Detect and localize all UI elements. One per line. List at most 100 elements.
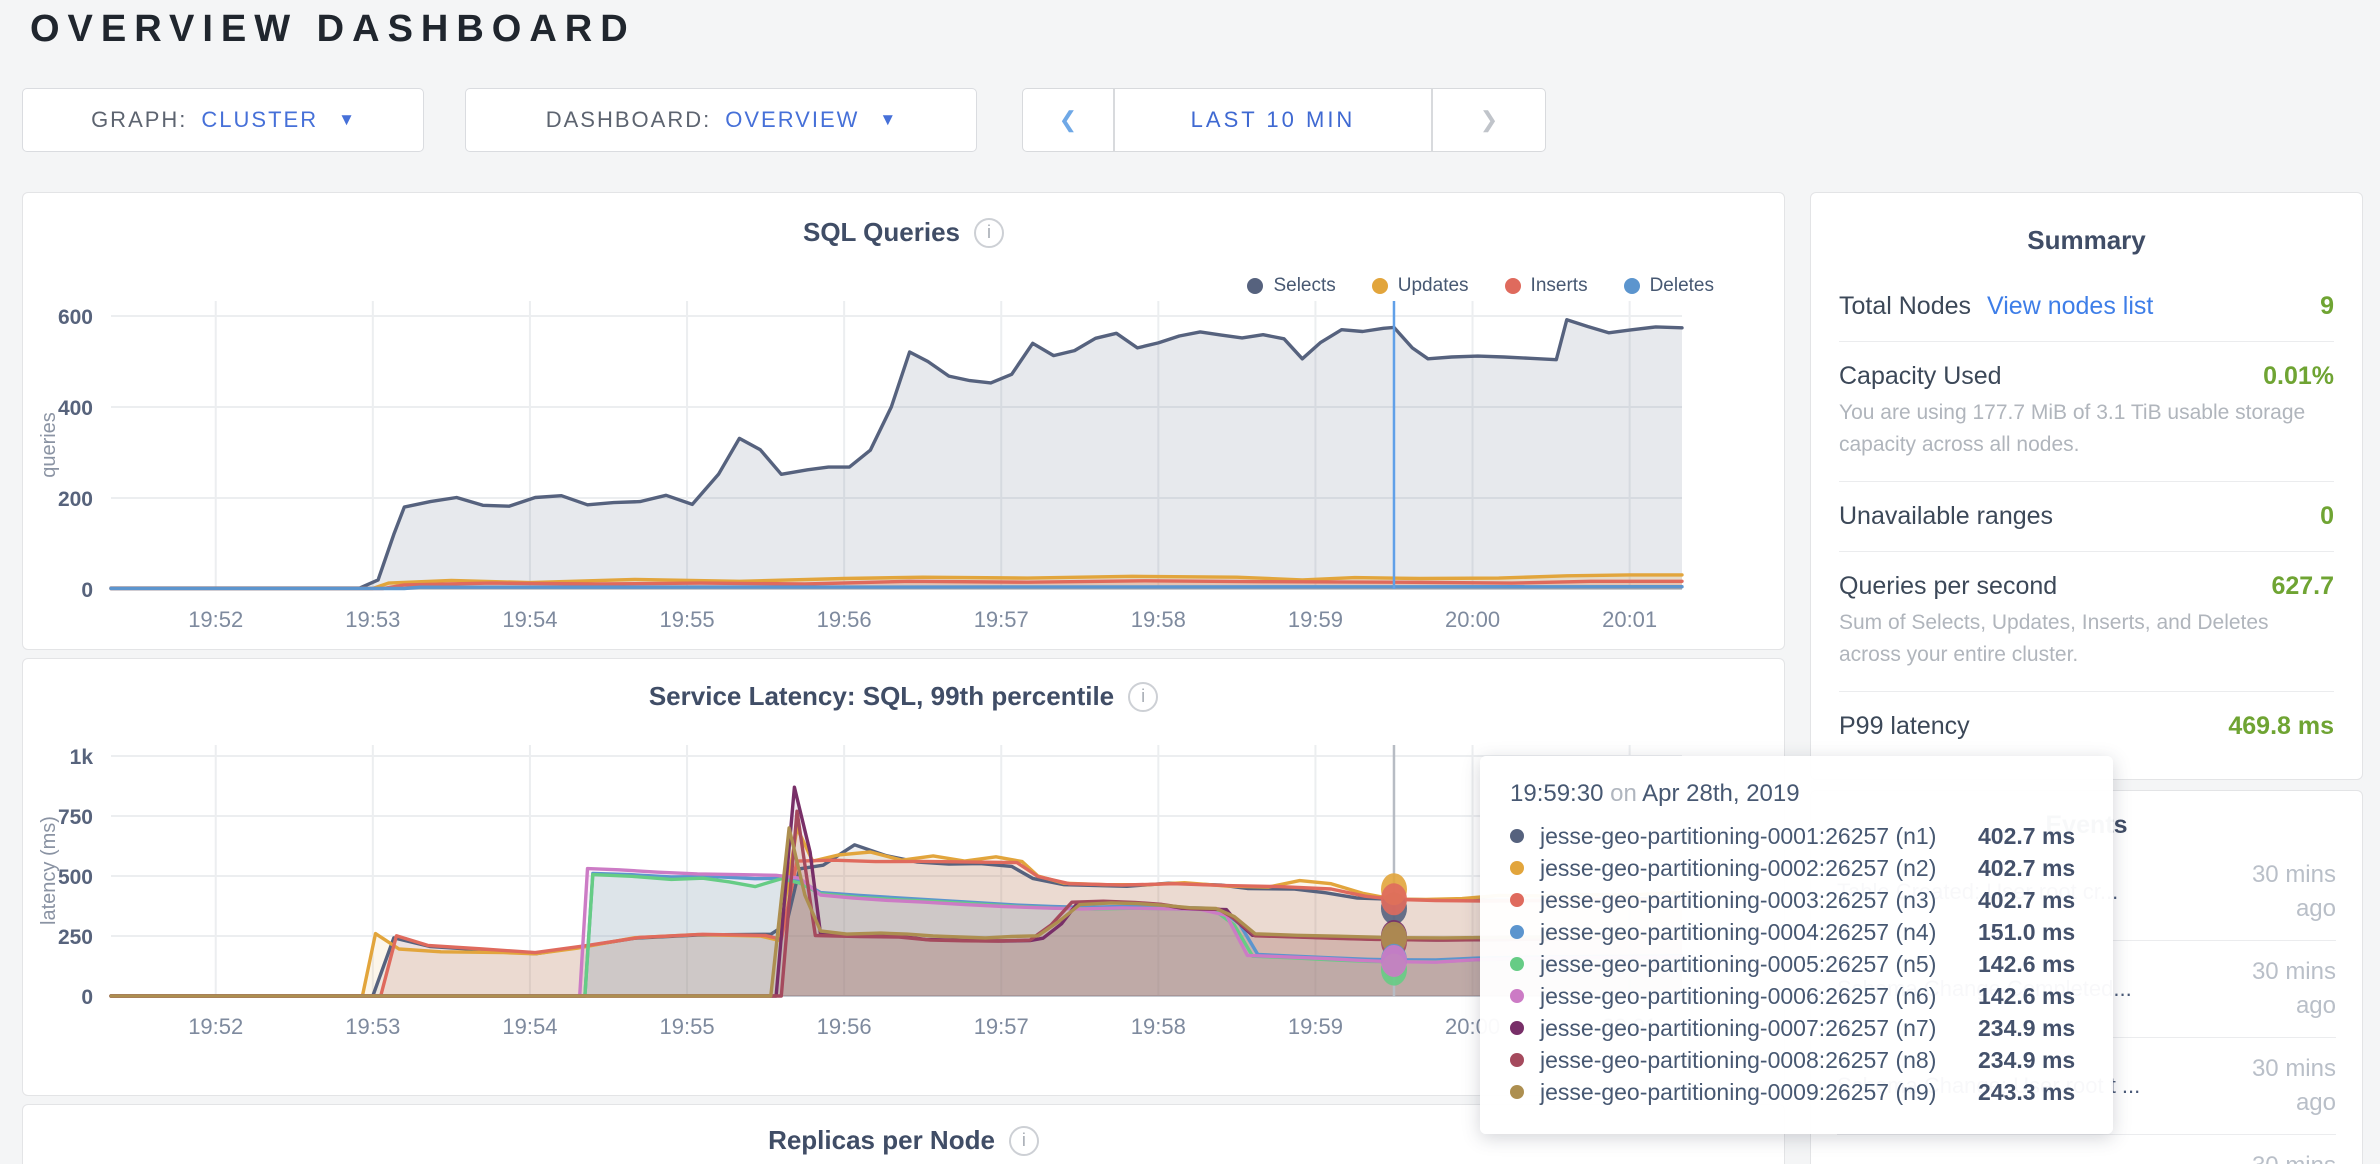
tooltip-rows: jesse-geo-partitioning-0001:26257 (n1) 40…	[1510, 820, 2083, 1108]
sql-queries-panel: 19:52 19:53 19:54 19:55 19:56 19:57 19:58 19:59…	[22, 192, 1785, 650]
tooltip-date: Apr 28th, 2019	[1642, 780, 1800, 807]
legend-dot-icon	[1504, 278, 1521, 294]
tooltip-node-row: jesse-geo-partitioning-0001:26257 (n1) 40…	[1510, 820, 2083, 852]
event-timestamp: 30 mins ago	[2251, 958, 2336, 1019]
summary-row-p99: P99 latency 469.8 ms	[1839, 692, 2334, 761]
graph-dropdown[interactable]: GRAPH: CLUSTER	[22, 88, 424, 152]
tooltip-node-name: jesse-geo-partitioning-0005:26257 (n5)	[1540, 950, 1937, 977]
tooltip-node-name: jesse-geo-partitioning-0007:26257 (n7)	[1540, 1014, 1937, 1041]
svg-text:19:55: 19:55	[660, 607, 715, 632]
event-timestamp: 30 mins ago	[2224, 1149, 2336, 1164]
tooltip-node-value: 402.7 ms	[1978, 886, 2076, 913]
svg-text:20:01: 20:01	[1602, 607, 1657, 632]
summary-row-capacity: Capacity Used 0.01% You are using 177.7 …	[1839, 342, 2334, 482]
p99-latency-value: 469.8 ms	[2228, 712, 2334, 740]
svg-text:19:54: 19:54	[502, 1014, 557, 1039]
tooltip-node-value: 402.7 ms	[1978, 822, 2076, 849]
tooltip-node-row: jesse-geo-partitioning-0002:26257 (n2) 40…	[1510, 852, 2083, 884]
series-color-dot-icon	[1510, 925, 1524, 939]
info-icon[interactable]	[1128, 681, 1159, 712]
tooltip-node-value: 142.6 ms	[1978, 982, 2076, 1009]
legend-item-inserts[interactable]: Inserts	[1504, 275, 1588, 297]
unavailable-ranges-label: Unavailable ranges	[1839, 502, 2054, 530]
chevron-down-icon	[879, 110, 896, 130]
tooltip-node-name: jesse-geo-partitioning-0003:26257 (n3)	[1540, 886, 1937, 913]
chevron-left-icon	[1059, 107, 1077, 133]
series-color-dot-icon	[1510, 893, 1524, 907]
legend-item-label: Deletes	[1649, 275, 1714, 296]
svg-text:250: 250	[58, 926, 93, 949]
graph-dropdown-value: CLUSTER	[201, 107, 319, 132]
svg-text:19:54: 19:54	[502, 607, 557, 632]
sql-queries-chart[interactable]: 19:52 19:53 19:54 19:55 19:56 19:57 19:58 19:59…	[23, 193, 1784, 649]
tooltip-node-value: 234.9 ms	[1978, 1046, 2076, 1073]
tooltip-node-name: jesse-geo-partitioning-0006:26257 (n6)	[1540, 982, 1937, 1009]
tooltip-node-value: 243.3 ms	[1978, 1078, 2076, 1105]
series-color-dot-icon	[1510, 1053, 1524, 1067]
view-nodes-list-link[interactable]: View nodes list	[1987, 292, 2154, 320]
series-color-dot-icon	[1510, 1021, 1524, 1035]
event-timestamp: 30 mins ago	[2251, 1055, 2336, 1116]
qps-label: Queries per second	[1839, 572, 2058, 600]
series-color-dot-icon	[1510, 829, 1524, 843]
legend-dot-icon	[1247, 278, 1264, 294]
p99-latency-label: P99 latency	[1839, 712, 1970, 740]
time-next-button[interactable]	[1432, 88, 1546, 152]
svg-text:19:52: 19:52	[188, 607, 243, 632]
tooltip-on-word: on	[1610, 780, 1637, 807]
time-window-label: LAST 10 MIN	[1190, 107, 1356, 132]
time-prev-button[interactable]	[1022, 88, 1114, 152]
tooltip-node-name: jesse-geo-partitioning-0002:26257 (n2)	[1540, 854, 1937, 881]
svg-text:19:53: 19:53	[345, 1014, 400, 1039]
latency-chart[interactable]: 19:52 19:53 19:54 19:55 19:56 19:57 19:58 19:59…	[23, 659, 1784, 1095]
tooltip-node-value: 151.0 ms	[1978, 918, 2076, 945]
svg-text:1k: 1k	[70, 746, 94, 769]
tooltip-node-value: 234.9 ms	[1978, 1014, 2076, 1041]
svg-text:19:55: 19:55	[660, 1014, 715, 1039]
svg-text:19:56: 19:56	[817, 1014, 872, 1039]
tooltip-node-name: jesse-geo-partitioning-0009:26257 (n9)	[1540, 1078, 1937, 1105]
page-title: OVERVIEW DASHBOARD	[30, 8, 636, 50]
chevron-down-icon	[338, 110, 355, 130]
tooltip-node-name: jesse-geo-partitioning-0001:26257 (n1)	[1540, 822, 1937, 849]
capacity-used-label: Capacity Used	[1839, 362, 2002, 390]
capacity-used-value: 0.01%	[2263, 362, 2334, 390]
summary-row-qps: Queries per second 627.7 Sum of Selects,…	[1839, 552, 2334, 692]
qps-value: 627.7	[2271, 572, 2334, 600]
tooltip-node-name: jesse-geo-partitioning-0004:26257 (n4)	[1540, 918, 1937, 945]
legend-item-deletes[interactable]: Deletes	[1623, 275, 1714, 297]
svg-text:19:57: 19:57	[974, 607, 1029, 632]
info-icon[interactable]	[1008, 1125, 1039, 1156]
sql-legend: Selects Updates Inserts Deletes	[1247, 275, 1714, 297]
tooltip-node-row: jesse-geo-partitioning-0008:26257 (n8) 23…	[1510, 1044, 2083, 1076]
legend-item-label: Selects	[1273, 275, 1336, 296]
dashboard-dropdown-value: OVERVIEW	[725, 107, 860, 132]
tooltip-node-row: jesse-geo-partitioning-0006:26257 (n6) 14…	[1510, 980, 2083, 1012]
legend-item-updates[interactable]: Updates	[1371, 275, 1469, 297]
event-timestamp: 30 mins ago	[2251, 861, 2336, 922]
svg-text:19:53: 19:53	[345, 607, 400, 632]
time-window-button[interactable]: LAST 10 MIN	[1114, 88, 1432, 152]
tooltip-header: 19:59:30 on Apr 28th, 2019	[1510, 780, 2083, 808]
replicas-title: Replicas per Node	[768, 1125, 995, 1155]
time-range-widget: LAST 10 MIN	[1022, 88, 1546, 152]
summary-title: Summary	[2027, 225, 2146, 255]
unavailable-ranges-value: 0	[2320, 502, 2334, 530]
svg-text:19:58: 19:58	[1131, 607, 1186, 632]
legend-dot-icon	[1623, 278, 1640, 294]
tooltip-node-row: jesse-geo-partitioning-0007:26257 (n7) 23…	[1510, 1012, 2083, 1044]
tooltip-time: 19:59:30	[1510, 780, 1604, 807]
svg-text:200: 200	[58, 488, 93, 511]
dashboard-dropdown[interactable]: DASHBOARD: OVERVIEW	[465, 88, 977, 152]
summary-card: Summary Total Nodes View nodes list 9 Cap…	[1810, 192, 2363, 780]
tooltip-node-row: jesse-geo-partitioning-0003:26257 (n3) 40…	[1510, 884, 2083, 916]
svg-text:0: 0	[81, 579, 93, 602]
info-icon[interactable]	[974, 217, 1005, 248]
svg-text:19:52: 19:52	[188, 1014, 243, 1039]
legend-item-selects[interactable]: Selects	[1247, 275, 1336, 297]
dashboard-dropdown-label: DASHBOARD:	[545, 107, 712, 132]
event-row[interactable]: Table Created: User root cr...30 mins ag…	[1837, 1135, 2336, 1164]
svg-text:600: 600	[58, 306, 93, 329]
total-nodes-value: 9	[2320, 292, 2334, 320]
svg-text:19:59: 19:59	[1288, 607, 1343, 632]
